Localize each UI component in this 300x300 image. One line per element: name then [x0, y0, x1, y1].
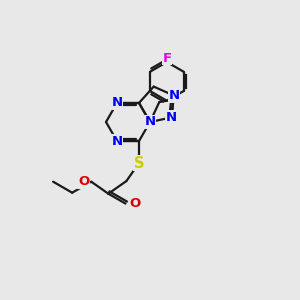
Text: O: O [130, 197, 141, 210]
Text: N: N [166, 111, 177, 124]
Text: N: N [111, 96, 123, 110]
Text: S: S [134, 156, 144, 171]
Text: F: F [162, 52, 171, 64]
Text: N: N [111, 135, 123, 148]
Text: N: N [144, 116, 156, 128]
Text: O: O [78, 175, 89, 188]
Text: N: N [168, 89, 179, 102]
